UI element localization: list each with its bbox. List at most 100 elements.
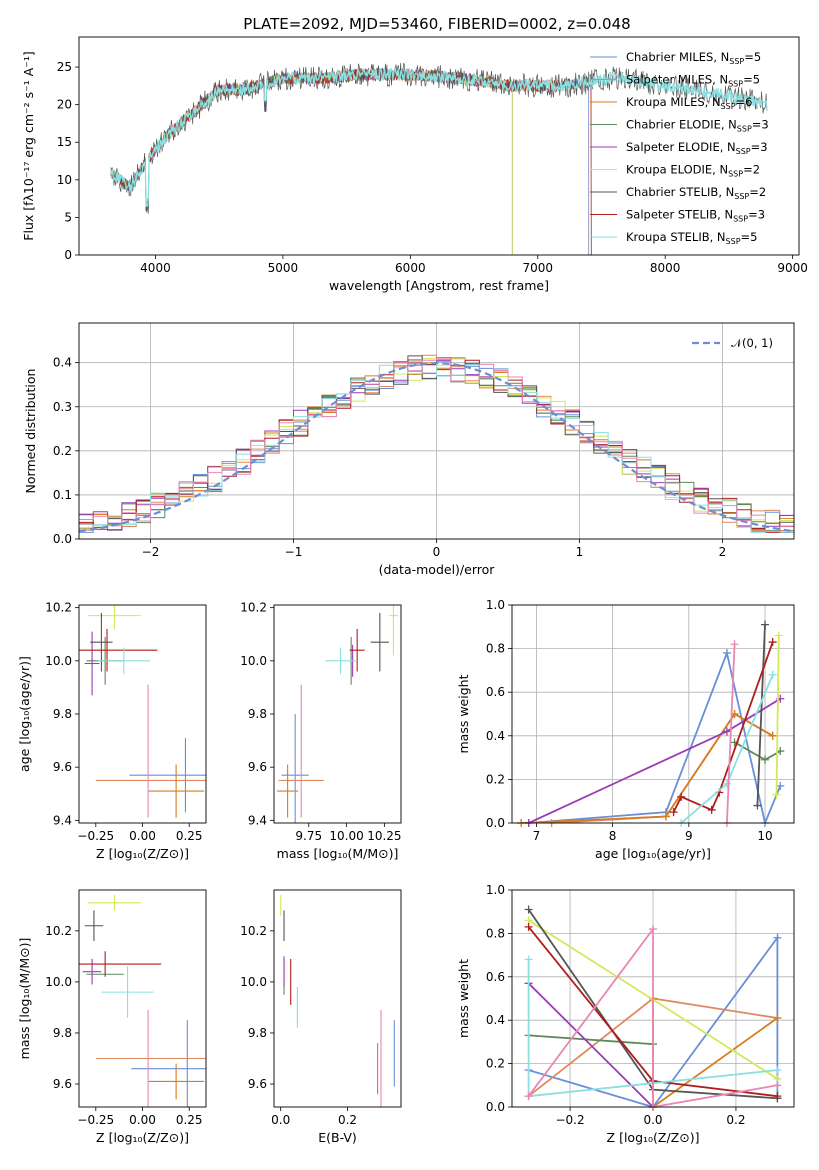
y-tick-label: 9.6 [248,760,267,774]
x-tick-label: 10 [757,829,772,843]
x-tick-label: −2 [142,545,160,559]
y-tick-label: 0.2 [486,772,505,786]
histogram-series [79,357,794,533]
spectrum-line [110,68,592,255]
y-axis-label: mass weight [456,959,471,1038]
y-tick-label: 10.2 [240,601,267,615]
mass-weight-line [726,644,736,823]
y-tick-label: 9.8 [53,707,72,721]
plus-marker [772,790,781,799]
x-tick-label: 0.00 [129,829,156,843]
errorbar-point [79,951,162,977]
x-tick-label: 0.25 [176,829,203,843]
mass-weight-line [756,624,766,806]
y-tick-label: 10.0 [240,975,267,989]
x-axis-label: E(B-V) [318,1130,357,1145]
mass-vs-Z-axes: −0.25 0.00 0.25 9.6 9.8 10.0 10.2 Z [log₁₀(Z/Z⊙… [17,924,203,1145]
x-tick-label: 9000 [777,261,808,275]
plus-marker [649,925,657,934]
x-tick-label: 1 [576,545,584,559]
massweight-vs-Z-axes: −0.2 0.0 0.2 0.0 0.2 0.4 0.6 0.8 1.0 Z [log₁₀(Z/Z… [456,883,794,1145]
y-tick-label: 0.6 [486,685,505,699]
residuals-axes: −2 −1 0 1 2 0.0 0.1 0.2 0.3 0.4 (data-model)/error… [23,323,794,577]
spectrum-line [110,67,590,255]
plus-marker [768,638,777,647]
errorbar-point [84,910,104,942]
y-tick-label: 0.8 [486,926,505,940]
mass-vs-EBV-axes: 0.0 0.2 9.6 9.8 10.0 10.2 E(B-V) [240,924,357,1145]
mass-weight-line [528,649,782,823]
plus-marker [669,808,678,817]
legend-label: Chabrier ELODIE, NSSP=3 [626,118,769,134]
y-tick-label: 9.8 [53,1026,72,1040]
mass-weight-line [527,926,778,1107]
plus-marker [524,922,533,931]
residuals-frame [78,322,795,540]
errorbar-point [84,631,100,696]
legend-label: Salpeter STELIB, NSSP=3 [626,208,765,224]
y-tick-label: 10.0 [45,975,72,989]
x-axis-label: wavelength [Angstrom, rest frame] [329,278,549,293]
errorbar-point [148,1063,205,1100]
errorbar-point [129,737,206,813]
plus-marker [773,933,782,942]
plus-marker [773,1081,782,1090]
legend-label: 𝒩(0, 1) [731,336,773,350]
y-tick-label: 0.8 [486,642,505,656]
legend-label: Chabrier MILES, NSSP=5 [626,50,761,66]
mass-vs-Z-frame [78,889,207,1108]
plus-marker [707,805,716,814]
mass-weight-line [528,697,781,823]
plus-marker [773,1014,782,1023]
y-tick-label: 10.0 [240,654,267,668]
plus-marker [722,779,731,788]
plus-marker [773,1066,782,1075]
errorbar-point [148,764,205,818]
x-axis-label: mass [log₁₀(M/M⊙)] [277,846,399,861]
y-tick-label: 9.8 [248,1026,267,1040]
spectrum-line [110,68,513,255]
y-axis-label: mass weight [456,674,471,753]
x-axis-label: Z [log₁₀(Z/Z⊙)] [96,1130,189,1145]
spectrum-legend: Chabrier MILES, NSSP=5 Salpeter MILES, NS… [590,50,769,246]
massweight-vs-age-frame [511,604,795,824]
x-axis-label: age [log₁₀(age/yr)] [595,846,711,861]
y-tick-label: 10.0 [45,654,72,668]
errorbar-point [277,764,299,818]
plus-marker [661,812,670,821]
age-vs-Z-axes: −0.25 0.00 0.25 9.4 9.6 9.8 10.0 10.2 Z [log₁₀(Z… [17,601,203,861]
y-tick-label: 15 [57,135,72,149]
x-tick-label: 0.00 [129,1113,156,1127]
mass-weight-line [775,635,780,795]
y-tick-label: 9.4 [248,813,267,827]
age-vs-mass-frame [273,604,402,824]
x-tick-label: 0.2 [726,1113,745,1127]
legend-label: Salpeter MILES, NSSP=5 [626,73,760,89]
spectrum-axes: 4000 5000 6000 7000 8000 9000 0 5 10 15 20 25 wavele… [21,51,808,293]
plus-marker [722,648,731,657]
x-tick-label: 4000 [140,261,171,275]
errorbar-point [82,958,102,985]
errorbar-point [131,1020,206,1107]
y-tick-label: 9.8 [248,707,267,721]
errorbar-point [349,628,365,672]
x-tick-label: 0.25 [176,1113,203,1127]
spectrum-frame [78,36,800,256]
x-axis-label: Z [log₁₀(Z/Z⊙)] [96,846,189,861]
mass-vs-EBV-frame [273,889,402,1108]
plus-marker [524,1092,533,1101]
y-tick-label: 10.2 [45,601,72,615]
x-tick-label: 10.00 [329,829,363,843]
plus-marker [524,955,533,964]
errorbar-point [97,647,150,675]
spectrum-line [110,62,768,214]
y-tick-label: 0 [64,248,72,262]
figure-title: PLATE=2092, MJD=53460, FIBERID=0002, z=0… [243,15,630,33]
plus-marker [768,731,777,740]
x-tick-label: −1 [285,545,303,559]
legend-label: Kroupa MILES, NSSP=6 [626,95,752,111]
y-tick-label: 1.0 [486,598,505,612]
errorbar-point [281,714,309,823]
x-tick-label: 2 [719,545,727,559]
